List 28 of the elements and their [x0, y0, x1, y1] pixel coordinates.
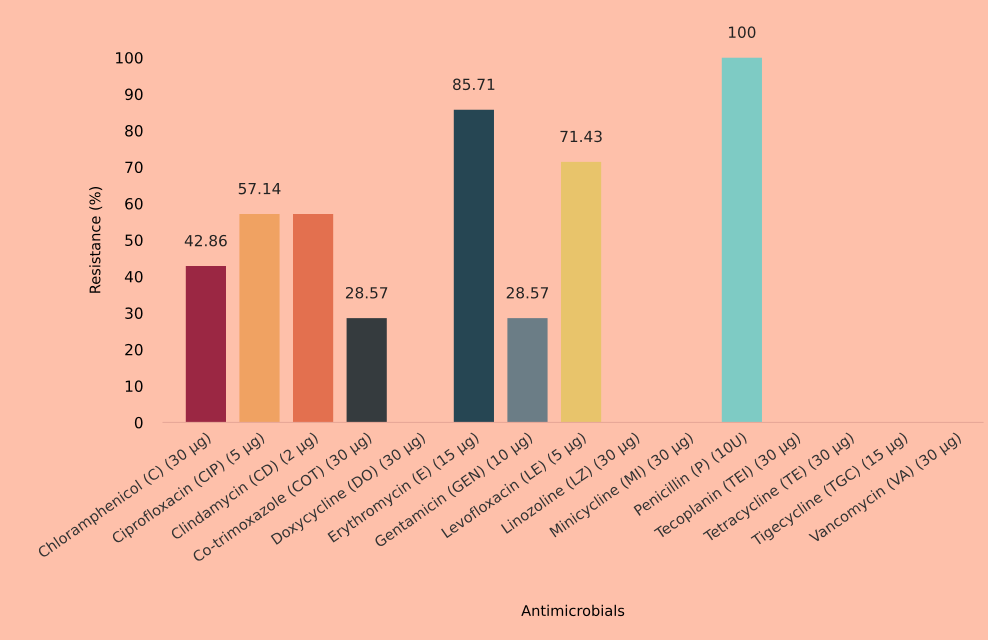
y-tick-label: 30 — [125, 307, 143, 319]
y-tick-label: 0 — [134, 416, 143, 428]
y-tick-label: 50 — [125, 234, 143, 246]
x-axis-title: Antimicrobials — [521, 604, 624, 616]
data-label: 28.57 — [346, 286, 388, 299]
bar — [292, 214, 334, 422]
bar — [722, 58, 762, 422]
data-label: 57.14 — [238, 182, 281, 194]
y-tick-label: 20 — [125, 344, 143, 356]
data-label: 100 — [728, 26, 756, 38]
bar — [239, 214, 280, 422]
y-tick-label: 90 — [125, 88, 143, 100]
y-tick-label: 100 — [116, 52, 143, 64]
y-axis-title: Resistance (%) — [89, 187, 102, 293]
data-label: 71.43 — [560, 130, 602, 142]
y-tick-label: 70 — [125, 162, 143, 174]
bar — [186, 266, 226, 422]
y-tick-label: 10 — [126, 380, 143, 392]
y-tick-label: 60 — [125, 198, 143, 210]
data-label: 85.71 — [453, 78, 494, 90]
y-tick-label: 40 — [124, 270, 143, 282]
bar — [507, 318, 548, 422]
bar — [560, 162, 602, 422]
bar — [454, 110, 494, 422]
bar — [346, 318, 387, 422]
y-tick-label: 80 — [125, 125, 143, 137]
data-label: 42.86 — [184, 234, 227, 246]
data-label: 28.57 — [506, 286, 548, 299]
